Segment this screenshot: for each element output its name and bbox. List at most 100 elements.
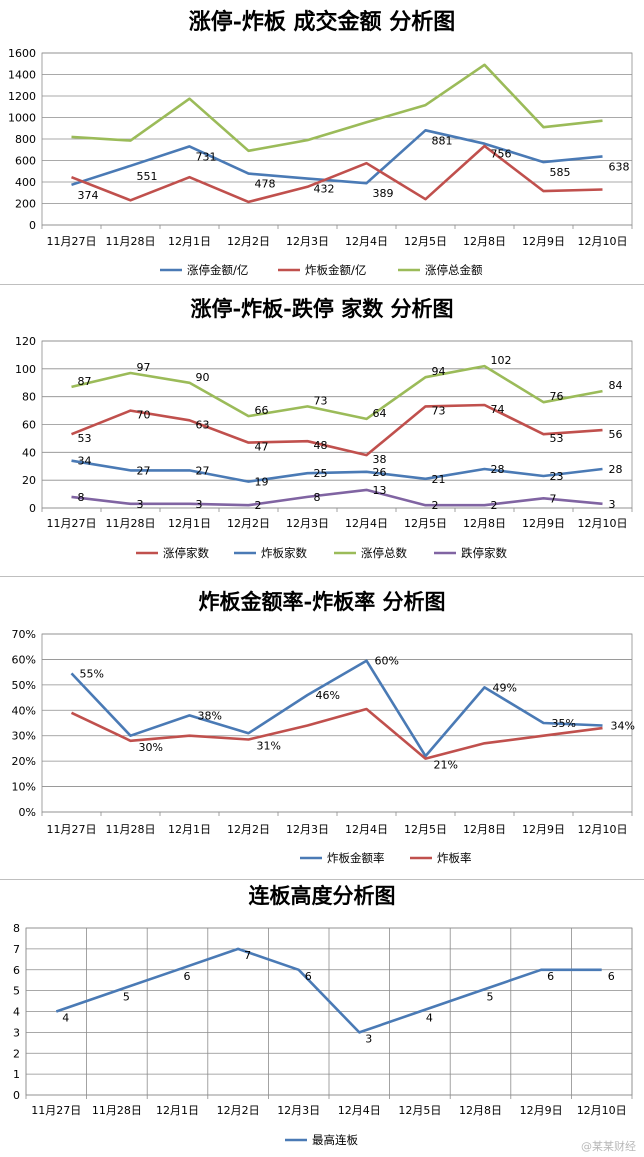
data-label: 21% <box>434 759 458 772</box>
x-tick-label: 12月10日 <box>578 823 628 836</box>
data-label: 638 <box>609 160 630 173</box>
data-label: 5 <box>487 991 494 1004</box>
data-label: 30% <box>139 741 163 754</box>
data-label: 84 <box>609 379 623 392</box>
series-line-2 <box>71 459 603 483</box>
x-tick-label: 11月27日 <box>47 235 97 248</box>
x-tick-label: 12月9日 <box>522 823 565 836</box>
data-label: 63 <box>196 418 210 431</box>
x-tick-label: 12月5日 <box>404 235 447 248</box>
data-label: 731 <box>196 150 217 163</box>
x-tick-label: 12月1日 <box>156 1104 199 1117</box>
data-label: 3 <box>196 498 203 511</box>
y-tick-label: 6 <box>13 964 20 977</box>
data-label: 3 <box>137 498 144 511</box>
data-label: 6 <box>184 970 191 983</box>
series-line-2 <box>70 707 603 760</box>
y-tick-label: 4 <box>13 1006 20 1019</box>
x-tick-label: 11月27日 <box>47 517 97 530</box>
y-tick-label: 120 <box>15 335 36 348</box>
data-label: 34 <box>78 455 92 468</box>
y-tick-label: 800 <box>15 133 36 146</box>
x-tick-label: 12月2日 <box>217 1104 260 1117</box>
data-label: 76 <box>550 390 564 403</box>
x-tick-label: 12月4日 <box>338 1104 381 1117</box>
data-label: 4 <box>62 1012 69 1025</box>
series-line-1 <box>55 947 602 1034</box>
data-label: 28 <box>609 463 623 476</box>
data-label: 13 <box>373 484 387 497</box>
y-tick-label: 3 <box>13 1026 20 1039</box>
data-label: 38 <box>373 453 387 466</box>
x-tick-label: 12月2日 <box>227 517 270 530</box>
legend-label: 涨停金额/亿 <box>187 263 248 277</box>
data-label: 25 <box>314 467 328 480</box>
x-tick-label: 12月10日 <box>577 1104 627 1117</box>
legend-label: 炸板家数 <box>261 546 307 560</box>
legend-label: 涨停总金额 <box>425 263 483 277</box>
data-label: 2 <box>491 499 498 512</box>
x-tick-label: 11月28日 <box>106 235 156 248</box>
data-label: 74 <box>491 403 505 416</box>
data-label: 389 <box>373 187 394 200</box>
data-label: 66 <box>255 404 269 417</box>
y-tick-label: 40% <box>12 704 36 717</box>
y-tick-label: 60 <box>22 419 36 432</box>
data-label: 19 <box>255 476 269 489</box>
data-label: 5 <box>123 991 130 1004</box>
data-label: 26 <box>373 466 387 479</box>
data-label: 21 <box>432 473 446 486</box>
watermark: @某某财经 <box>581 1139 636 1153</box>
y-tick-label: 100 <box>15 363 36 376</box>
data-label: 4 <box>426 1012 433 1025</box>
x-tick-label: 12月8日 <box>463 517 506 530</box>
chart-title: 炸板金额率-炸板率 分析图 <box>198 589 445 614</box>
y-tick-label: 1600 <box>8 47 36 60</box>
y-tick-label: 80 <box>22 391 36 404</box>
data-label: 3 <box>609 498 616 511</box>
legend-label: 最高连板 <box>312 1133 358 1147</box>
x-tick-label: 11月28日 <box>106 823 156 836</box>
x-tick-label: 12月1日 <box>168 517 211 530</box>
x-tick-label: 12月5日 <box>398 1104 441 1117</box>
data-label: 38% <box>198 709 222 722</box>
x-tick-label: 12月8日 <box>463 823 506 836</box>
series-line-1 <box>71 403 603 457</box>
data-label: 2 <box>432 499 439 512</box>
y-tick-label: 5 <box>13 985 20 998</box>
x-tick-label: 12月3日 <box>277 1104 320 1117</box>
data-label: 374 <box>78 189 99 202</box>
x-tick-label: 12月3日 <box>286 823 329 836</box>
data-label: 60% <box>375 655 399 668</box>
x-tick-label: 12月4日 <box>345 235 388 248</box>
data-label: 31% <box>257 740 281 753</box>
y-tick-label: 40 <box>22 446 36 459</box>
x-tick-label: 12月10日 <box>578 235 628 248</box>
data-label: 48 <box>314 439 328 452</box>
y-tick-label: 1 <box>13 1068 20 1081</box>
data-label: 551 <box>137 170 158 183</box>
series-line-3 <box>71 63 603 153</box>
data-label: 2 <box>255 499 262 512</box>
legend-label: 炸板金额/亿 <box>305 263 366 277</box>
y-tick-label: 0 <box>13 1089 20 1102</box>
series-line-4 <box>71 488 603 507</box>
chart-turnover-amount: 涨停-炸板 成交金额 分析图 0 200 400 600 800 1000 1200 1400 1… <box>8 9 633 277</box>
x-tick-label: 11月28日 <box>106 517 156 530</box>
data-label: 49% <box>493 681 517 694</box>
legend-label: 跌停家数 <box>461 546 507 560</box>
chart-stock-counts: 涨停-炸板-跌停 家数 分析图 0 20 40 60 80 100 120 11月27日 11月2… <box>15 296 633 560</box>
data-label: 8 <box>78 491 85 504</box>
data-label: 6 <box>608 970 615 983</box>
x-tick-label: 12月8日 <box>463 235 506 248</box>
data-label: 6 <box>547 970 554 983</box>
legend-label: 涨停总数 <box>361 546 407 560</box>
data-label: 55% <box>80 667 104 680</box>
y-tick-label: 0% <box>19 806 36 819</box>
data-label: 432 <box>314 183 335 196</box>
legend-label: 涨停家数 <box>163 546 209 560</box>
y-tick-label: 20% <box>12 755 36 768</box>
data-label: 34% <box>611 720 635 733</box>
y-tick-label: 1400 <box>8 69 36 82</box>
y-tick-label: 50% <box>12 679 36 692</box>
